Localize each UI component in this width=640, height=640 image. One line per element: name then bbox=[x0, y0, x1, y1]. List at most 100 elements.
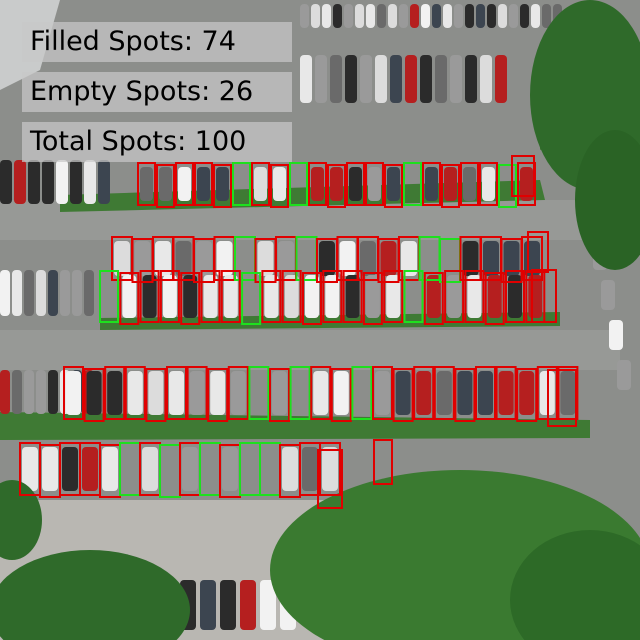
occupied-spot-box bbox=[175, 162, 194, 206]
car bbox=[443, 4, 452, 28]
car bbox=[14, 160, 26, 204]
car bbox=[0, 160, 12, 204]
car bbox=[36, 270, 46, 316]
empty-spot-box bbox=[241, 272, 262, 325]
car bbox=[495, 55, 507, 103]
occupied-spot-box bbox=[433, 366, 455, 420]
occupied-spot-box bbox=[516, 368, 538, 422]
car bbox=[200, 580, 216, 630]
car bbox=[12, 370, 22, 414]
car bbox=[519, 371, 535, 415]
occupied-spot-box bbox=[362, 272, 383, 325]
car bbox=[487, 4, 496, 28]
car bbox=[169, 371, 184, 415]
car bbox=[349, 167, 362, 201]
car bbox=[254, 167, 267, 201]
car bbox=[56, 160, 68, 204]
car bbox=[223, 275, 238, 318]
occupied-spot-box bbox=[104, 366, 126, 420]
car bbox=[182, 447, 198, 491]
occupied-spot-box bbox=[220, 270, 241, 323]
occupied-spot-box bbox=[365, 162, 384, 206]
car bbox=[189, 371, 205, 415]
car bbox=[421, 4, 430, 28]
car bbox=[482, 167, 495, 201]
car bbox=[476, 4, 485, 28]
occupied-spot-box bbox=[119, 272, 140, 325]
car bbox=[70, 160, 82, 204]
car bbox=[436, 371, 452, 415]
filled-spots-label: Filled Spots: 74 bbox=[30, 26, 236, 57]
car bbox=[134, 241, 151, 276]
car bbox=[416, 371, 432, 415]
car bbox=[12, 270, 22, 316]
car bbox=[498, 371, 514, 415]
car bbox=[22, 447, 38, 491]
car bbox=[420, 55, 432, 103]
car bbox=[401, 241, 417, 276]
occupied-spot-box bbox=[527, 231, 549, 273]
occupied-spot-box bbox=[159, 270, 180, 323]
car bbox=[478, 371, 493, 415]
occupied-spot-box bbox=[330, 368, 352, 422]
car bbox=[380, 241, 397, 276]
car bbox=[388, 4, 397, 28]
car bbox=[230, 371, 246, 415]
occupied-spot-box bbox=[441, 164, 460, 208]
occupied-spot-box bbox=[186, 366, 208, 420]
occupied-spot-box bbox=[384, 164, 403, 208]
car bbox=[609, 320, 623, 350]
car bbox=[454, 4, 463, 28]
occupied-spot-box bbox=[372, 366, 393, 420]
car bbox=[42, 447, 58, 491]
occupied-spot-box bbox=[270, 164, 289, 208]
occupied-spot-box bbox=[166, 366, 187, 420]
car bbox=[48, 270, 58, 316]
car bbox=[366, 4, 375, 28]
car bbox=[330, 55, 342, 103]
detection-boxes bbox=[19, 155, 579, 509]
occupied-spot-box bbox=[505, 270, 525, 323]
car bbox=[155, 241, 171, 276]
car bbox=[390, 55, 402, 103]
car bbox=[375, 55, 387, 103]
occupied-spot-box bbox=[413, 366, 435, 420]
occupied-spot-box bbox=[531, 269, 557, 323]
occupied-spot-box bbox=[139, 270, 160, 323]
occupied-spot-box bbox=[479, 162, 498, 206]
occupied-spot-box bbox=[302, 272, 322, 325]
occupied-spot-box bbox=[454, 368, 476, 422]
occupied-spot-box bbox=[308, 162, 327, 206]
car bbox=[148, 371, 164, 415]
occupied-spot-box bbox=[484, 272, 505, 325]
car bbox=[284, 275, 299, 318]
car bbox=[273, 167, 286, 201]
car bbox=[410, 4, 419, 28]
car bbox=[196, 241, 212, 276]
car bbox=[465, 4, 474, 28]
car bbox=[311, 167, 324, 201]
car bbox=[216, 167, 229, 201]
car bbox=[483, 241, 499, 276]
car bbox=[102, 447, 118, 491]
car bbox=[528, 275, 543, 318]
empty-spot-box bbox=[498, 164, 517, 208]
car bbox=[498, 4, 507, 28]
car bbox=[319, 241, 335, 276]
car bbox=[355, 4, 364, 28]
car bbox=[345, 55, 357, 103]
car bbox=[426, 275, 441, 318]
occupied-spot-box bbox=[322, 270, 343, 323]
stat-background bbox=[22, 22, 292, 62]
car bbox=[330, 167, 343, 201]
empty-spot-box bbox=[289, 366, 311, 420]
occupied-spot-box bbox=[269, 368, 290, 422]
car bbox=[72, 270, 82, 316]
occupied-spot-box bbox=[145, 368, 167, 422]
car bbox=[377, 4, 386, 28]
occupied-spot-box bbox=[83, 368, 105, 422]
car bbox=[542, 4, 551, 28]
car bbox=[467, 275, 482, 318]
empty-spot-box bbox=[99, 270, 119, 323]
